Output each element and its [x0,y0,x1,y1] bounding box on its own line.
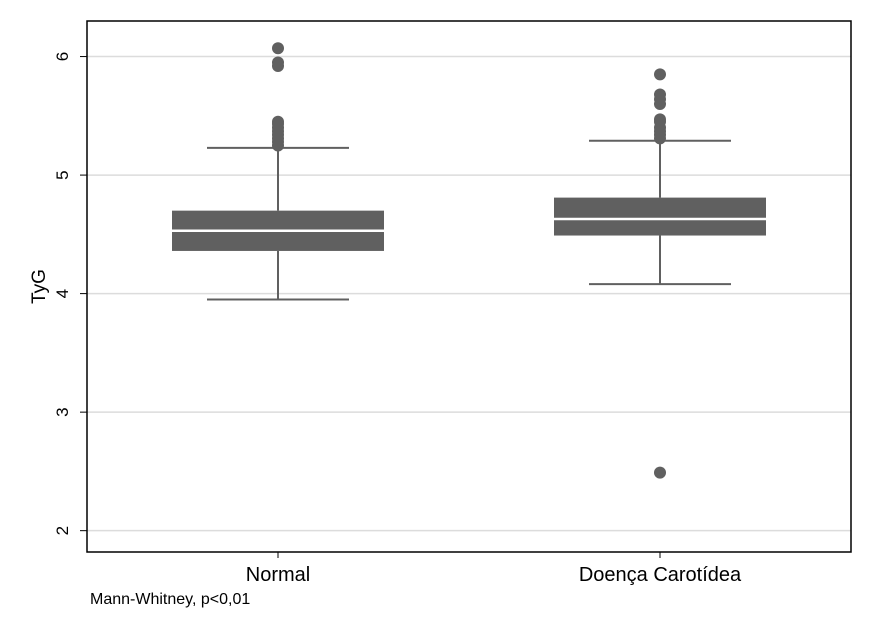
x-category-label: Normal [246,564,310,586]
y-axis-title: TyG [29,269,50,304]
iqr-box [554,197,766,236]
box-group [172,42,384,301]
x-axis: Normal Doença Carotídea [246,552,742,586]
outlier-point [654,113,666,126]
y-axis: 2 3 4 5 6 [53,52,87,535]
footnote: Mann-Whitney, p<0,01 [90,591,251,608]
outlier-point [654,466,666,479]
y-tick-label: 3 [53,407,72,416]
outlier-point [272,42,284,55]
outlier-point [654,88,666,101]
box-group [554,68,766,479]
x-category-label: Doença Carotídea [579,564,742,586]
y-tick-label: 4 [53,289,72,298]
boxes [172,42,766,479]
y-tick-label: 6 [53,52,72,61]
y-tick-label: 5 [53,170,72,179]
outlier-point [272,115,284,128]
gridlines [87,55,851,532]
y-tick-label: 2 [53,526,72,535]
outlier-point [272,56,284,69]
outlier-point [654,68,666,81]
plot-frame [86,20,852,553]
